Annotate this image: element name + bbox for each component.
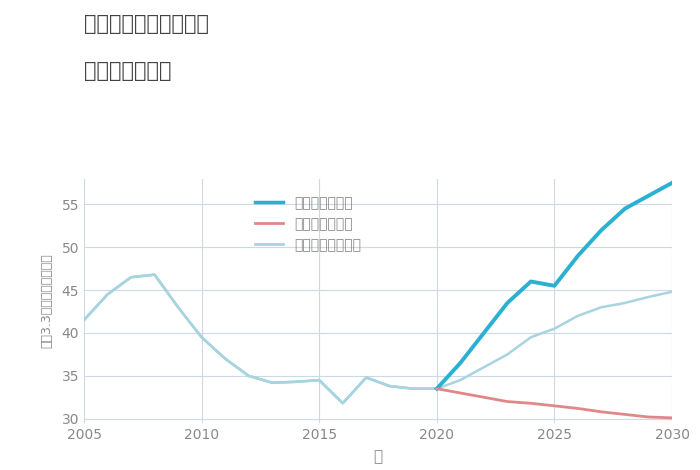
X-axis label: 年: 年: [373, 449, 383, 464]
Legend: グッドシナリオ, バッドシナリオ, ノーマルシナリオ: グッドシナリオ, バッドシナリオ, ノーマルシナリオ: [250, 190, 367, 258]
Text: 土地の価格推移: 土地の価格推移: [84, 61, 172, 81]
Text: 千葉県銚子市桜井町の: 千葉県銚子市桜井町の: [84, 14, 209, 34]
Y-axis label: 坪（3.3㎡）単価（万円）: 坪（3.3㎡）単価（万円）: [41, 253, 53, 348]
